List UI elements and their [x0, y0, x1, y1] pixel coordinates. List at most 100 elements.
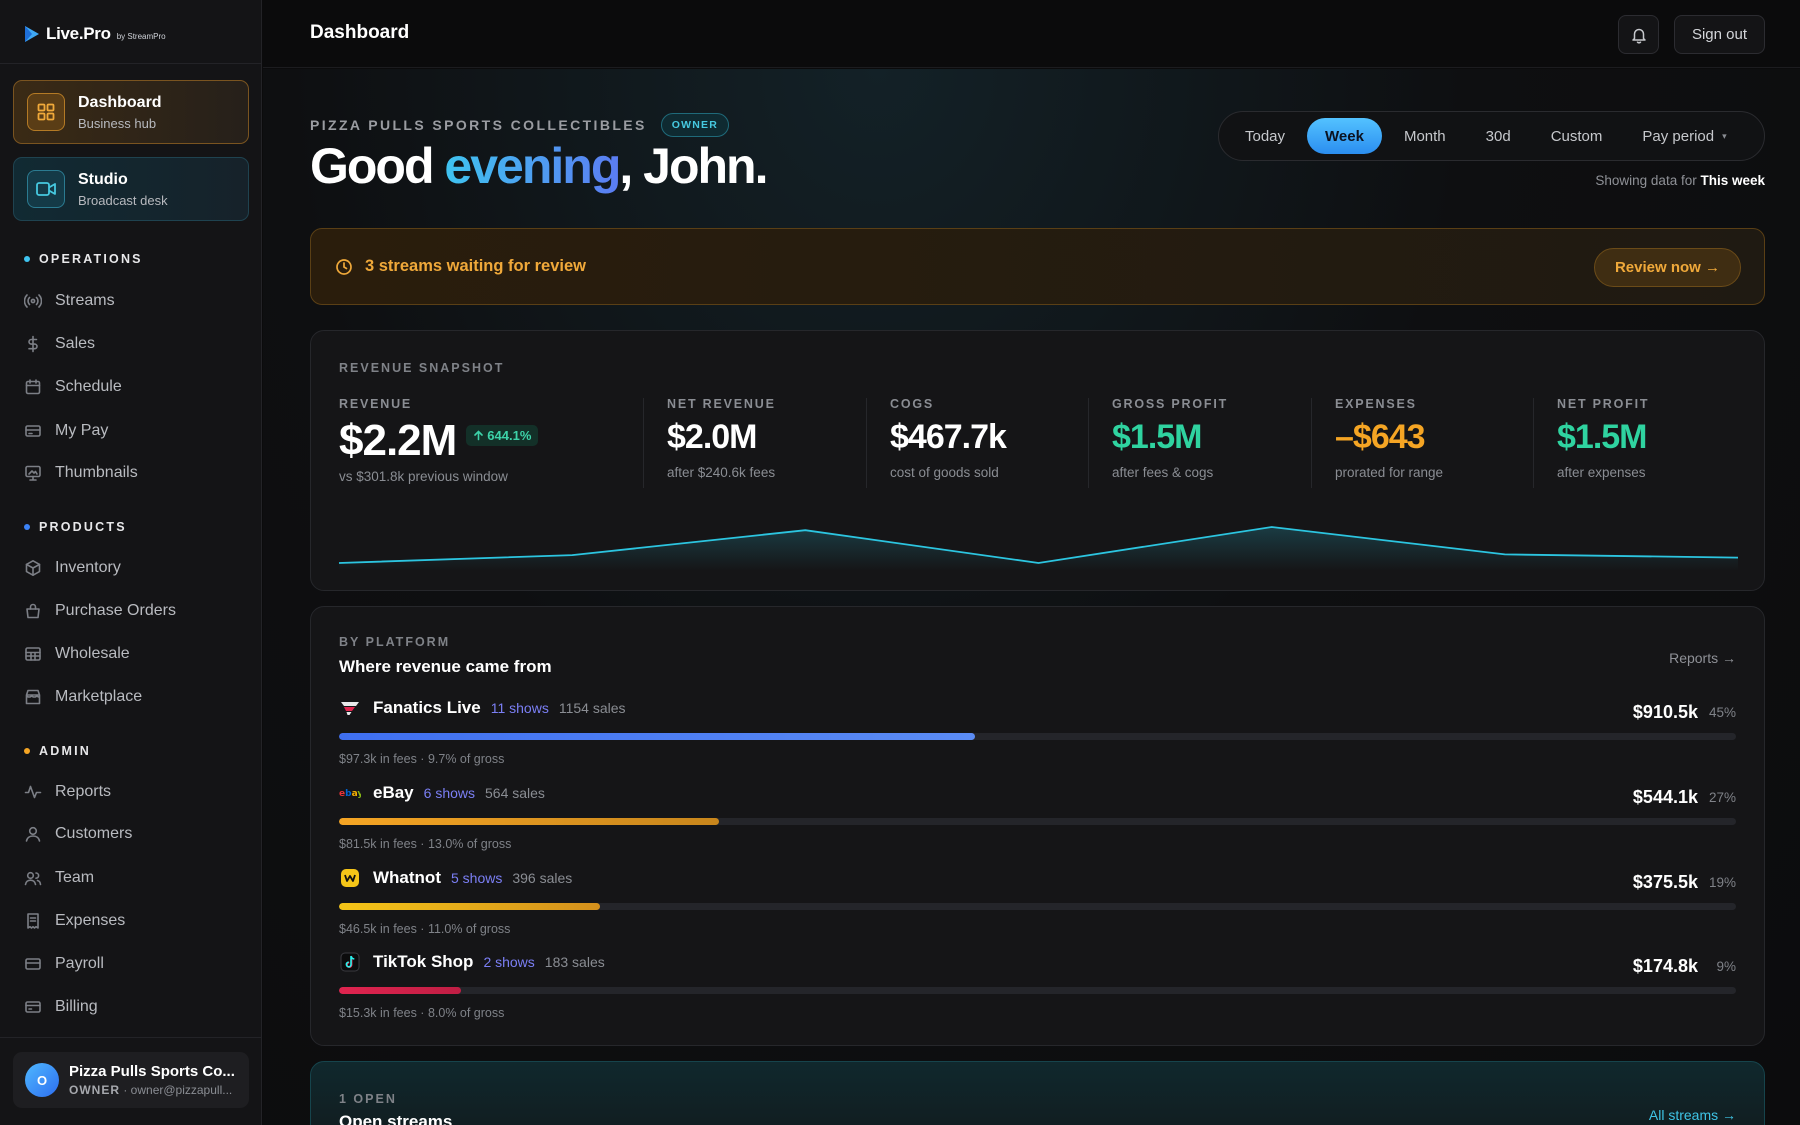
date-range-selector: Today Week Month 30d Custom Pay period ▾ [1218, 111, 1765, 161]
platform-sales: 564 sales [485, 785, 545, 801]
sidebar-item-customers[interactable]: Customers [24, 822, 132, 846]
platform-shows: 5 shows [450, 870, 503, 886]
platform-row-tiktok[interactable]: TikTok Shop 2 shows 183 sales $174.8k 9%… [339, 950, 1736, 1030]
range-month[interactable]: Month [1403, 127, 1446, 145]
section-dot [24, 524, 30, 530]
sidebar-item-label: Wholesale [55, 645, 130, 662]
sidebar-item-marketplace[interactable]: Marketplace [24, 685, 142, 709]
metric-label: NET PROFIT [1557, 397, 1650, 411]
revenue-sparkline [338, 526, 1739, 571]
metric-value: $1.5M [1557, 418, 1648, 456]
metric-sub: vs $301.8k previous window [339, 469, 508, 484]
card-title: Where revenue came from [339, 657, 552, 676]
range-note: Showing data for This week [1595, 173, 1765, 188]
sidebar-item-label: Billing [55, 998, 98, 1015]
whatnot-logo-icon [339, 867, 361, 889]
section-label: PRODUCTS [39, 520, 127, 534]
account-menu[interactable]: O Pizza Pulls Sports Co... OWNER · owner… [13, 1052, 249, 1108]
avatar: O [25, 1063, 59, 1097]
range-pay-period[interactable]: Pay period ▾ [1624, 118, 1744, 154]
store-icon [25, 689, 41, 705]
platform-shows: 2 shows [483, 954, 535, 970]
section-dot [24, 748, 30, 754]
metric-label: NET REVENUE [667, 397, 776, 411]
share-bar-track [339, 818, 1736, 825]
reports-link[interactable]: Reports → [1669, 650, 1736, 666]
receipt-icon [27, 913, 39, 929]
sidebar-item-billing[interactable]: Billing [24, 995, 98, 1019]
share-bar-fill [339, 733, 975, 740]
metric-net-revenue: NET REVENUE $2.0M after $240.6k fees [667, 397, 776, 480]
sidebar-item-label: Customers [55, 825, 133, 842]
fanatics-logo-icon [339, 697, 361, 719]
sidebar-item-streams[interactable]: Streams [24, 289, 115, 313]
section-operations: OPERATIONS [24, 252, 143, 266]
sidebar-item-payroll[interactable]: Payroll [24, 952, 104, 976]
platform-amount: $174.8k [1632, 956, 1698, 976]
sidebar-item-label: Purchase Orders [55, 602, 176, 619]
metric-label: REVENUE [339, 397, 413, 411]
share-bar-fill [339, 987, 461, 994]
open-count: 1 OPEN [339, 1092, 397, 1106]
range-note-prefix: Showing data for [1595, 173, 1701, 188]
metric-value: –$643 [1335, 418, 1426, 456]
range-30d[interactable]: 30d [1485, 127, 1511, 145]
alert-text: 3 streams waiting for review [365, 257, 587, 275]
logo-name: Live.Pro [46, 24, 111, 43]
range-label: Pay period [1642, 127, 1715, 145]
divider [0, 63, 262, 64]
review-now-button[interactable]: Review now → [1593, 248, 1741, 287]
org-line: PIZZA PULLS SPORTS COLLECTIBLES OWNER [310, 113, 730, 137]
all-streams-link[interactable]: All streams → [1648, 1107, 1736, 1123]
app-logo[interactable]: Live.Pro by StreamPro [22, 22, 166, 46]
platform-row-ebay[interactable]: ebay eBay 6 shows 564 sales $544.1k 27% … [339, 781, 1736, 861]
sidebar-item-label: Team [55, 869, 95, 886]
sidebar-item-wholesale[interactable]: Wholesale [24, 642, 130, 666]
users-icon [24, 871, 42, 886]
page-title: Dashboard [310, 22, 410, 43]
sidebar-item-label: Inventory [55, 559, 121, 576]
monitor-image-icon [25, 465, 41, 481]
sidebar-item-team[interactable]: Team [24, 866, 94, 890]
greeting: Good evening, John. [310, 137, 768, 195]
platform-sales: 1154 sales [558, 700, 626, 716]
section-admin: ADMIN [24, 744, 91, 758]
sidebar-item-my-pay[interactable]: My Pay [24, 419, 108, 443]
platform-fees: $81.5k in fees · 13.0% of gross [339, 837, 512, 851]
metric-value: $2.0M [667, 418, 757, 456]
metric-expenses: EXPENSES –$643 prorated for range [1335, 397, 1443, 480]
platform-shows: 6 shows [423, 785, 475, 801]
calendar-icon [25, 379, 41, 395]
range-custom[interactable]: Custom [1550, 127, 1603, 145]
hub-title: Studio [78, 170, 128, 188]
section-label: OPERATIONS [39, 252, 143, 266]
play-logo-icon [25, 26, 39, 42]
metric-value: $467.7k [890, 418, 1007, 456]
share-bar-track [339, 733, 1736, 740]
platform-sales: 183 sales [544, 954, 605, 970]
platform-row-fanatics[interactable]: Fanatics Live 11 shows 1154 sales $910.5… [339, 696, 1736, 776]
sidebar-item-purchase-orders[interactable]: Purchase Orders [24, 599, 176, 623]
metric-value: $2.2M 644.1% [339, 416, 539, 466]
sidebar-item-expenses[interactable]: Expenses [24, 909, 125, 933]
platform-percent: 9% [1716, 959, 1736, 974]
broadcast-icon [24, 294, 42, 308]
sidebar-item-thumbnails[interactable]: Thumbnails [24, 461, 138, 485]
sidebar-item-sales[interactable]: Sales [24, 332, 95, 356]
hub-subtitle: Business hub [78, 115, 157, 131]
hub-dashboard[interactable]: Dashboard Business hub [13, 80, 249, 144]
notifications-button[interactable] [1618, 15, 1659, 54]
range-week[interactable]: Week [1307, 118, 1382, 154]
review-alert: 3 streams waiting for review Review now … [310, 228, 1765, 305]
metric-label: EXPENSES [1335, 397, 1417, 411]
sidebar-item-reports[interactable]: Reports [24, 780, 111, 804]
sidebar-item-inventory[interactable]: Inventory [24, 556, 121, 580]
sidebar-item-schedule[interactable]: Schedule [24, 375, 122, 399]
hub-studio[interactable]: Studio Broadcast desk [13, 157, 249, 221]
range-today[interactable]: Today [1245, 127, 1286, 145]
sign-out-button[interactable]: Sign out [1674, 15, 1765, 54]
platform-percent: 27% [1708, 790, 1736, 805]
platform-row-whatnot[interactable]: Whatnot 5 shows 396 sales $375.5k 19% $4… [339, 866, 1736, 946]
platform-sales: 396 sales [512, 870, 573, 886]
open-streams-card: 1 OPEN Open streams All streams → [310, 1061, 1765, 1125]
